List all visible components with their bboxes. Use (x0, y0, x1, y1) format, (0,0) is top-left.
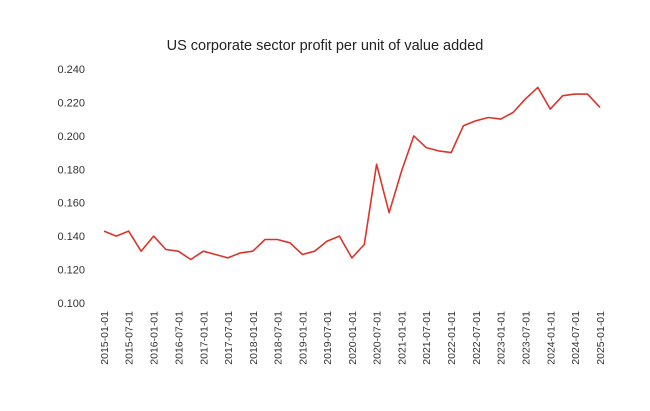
x-tick-label: 2016-01-01 (149, 311, 161, 365)
data-point (313, 250, 315, 252)
data-point (301, 253, 303, 255)
data-point (524, 98, 526, 100)
x-tick-label: 2020-07-01 (372, 311, 384, 365)
x-tick-label: 2016-07-01 (173, 311, 185, 365)
series-group (103, 86, 601, 261)
data-point (537, 86, 539, 88)
x-tick-label: 2015-07-01 (124, 311, 136, 365)
data-point (177, 250, 179, 252)
data-point (115, 235, 117, 237)
x-tick-label: 2020-01-01 (347, 311, 359, 365)
data-point (475, 120, 477, 122)
x-tick-label: 2023-01-01 (496, 311, 508, 365)
y-tick-label: 0.180 (57, 164, 85, 176)
data-point (276, 238, 278, 240)
y-axis-ticks: 0.100 0.120 0.140 0.160 0.180 0.200 0.220 0.240 (57, 64, 85, 310)
data-point (326, 240, 328, 242)
data-point (487, 116, 489, 118)
y-tick-label: 0.220 (57, 97, 85, 109)
x-tick-label: 2015-01-01 (99, 311, 111, 365)
x-tick-label: 2023-07-01 (520, 311, 532, 365)
data-point (363, 243, 365, 245)
data-point (239, 252, 241, 254)
x-tick-label: 2018-07-01 (272, 311, 284, 365)
data-point (438, 150, 440, 152)
data-point (425, 146, 427, 148)
data-point (214, 253, 216, 255)
data-point (562, 95, 564, 97)
data-point (103, 230, 105, 232)
data-point (375, 163, 377, 165)
data-point (140, 250, 142, 252)
data-point (599, 106, 601, 108)
x-tick-label: 2022-07-01 (471, 311, 483, 365)
y-tick-label: 0.140 (57, 231, 85, 243)
data-point (202, 250, 204, 252)
data-point (127, 230, 129, 232)
data-point (500, 118, 502, 120)
data-point (400, 170, 402, 172)
series-line (103, 86, 601, 261)
y-tick-label: 0.100 (57, 298, 85, 310)
data-point (165, 248, 167, 250)
x-tick-label: 2024-01-01 (545, 311, 557, 365)
y-tick-label: 0.120 (57, 265, 85, 277)
data-point (351, 257, 353, 259)
data-point (549, 108, 551, 110)
y-tick-label: 0.160 (57, 198, 85, 210)
data-point (462, 125, 464, 127)
data-point (574, 93, 576, 95)
y-tick-label: 0.200 (57, 131, 85, 143)
data-point (252, 250, 254, 252)
x-tick-label: 2021-07-01 (421, 311, 433, 365)
data-point (388, 212, 390, 214)
x-tick-label: 2017-01-01 (198, 311, 210, 365)
x-tick-label: 2022-01-01 (446, 311, 458, 365)
x-axis-ticks: 2015-01-01 2015-07-01 2016-01-01 2016-07-01… (99, 311, 607, 365)
x-tick-label: 2018-01-01 (248, 311, 260, 365)
data-point (289, 242, 291, 244)
x-tick-label: 2021-01-01 (397, 311, 409, 365)
data-point (586, 93, 588, 95)
chart-title: US corporate sector profit per unit of v… (167, 38, 484, 54)
data-point (413, 135, 415, 137)
data-point (227, 257, 229, 259)
y-tick-label: 0.240 (57, 64, 85, 76)
data-point (190, 258, 192, 260)
x-tick-label: 2017-07-01 (223, 311, 235, 365)
x-tick-label: 2024-07-01 (570, 311, 582, 365)
data-point (512, 111, 514, 113)
data-point (264, 238, 266, 240)
x-tick-label: 2019-07-01 (322, 311, 334, 365)
data-point (338, 235, 340, 237)
x-tick-label: 2019-01-01 (297, 311, 309, 365)
data-point (450, 151, 452, 153)
data-point (152, 235, 154, 237)
x-tick-label: 2025-01-01 (595, 311, 607, 365)
